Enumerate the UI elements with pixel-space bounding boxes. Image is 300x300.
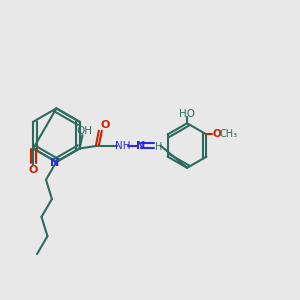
Text: NH: NH bbox=[115, 140, 130, 151]
Text: O: O bbox=[100, 120, 110, 130]
Text: H: H bbox=[155, 142, 163, 152]
Text: HO: HO bbox=[179, 109, 195, 119]
Text: N: N bbox=[136, 140, 145, 151]
Text: CH₃: CH₃ bbox=[220, 129, 238, 140]
Text: OH: OH bbox=[76, 126, 92, 136]
Text: O: O bbox=[28, 165, 38, 175]
Text: N: N bbox=[50, 158, 59, 168]
Text: O: O bbox=[212, 129, 221, 140]
